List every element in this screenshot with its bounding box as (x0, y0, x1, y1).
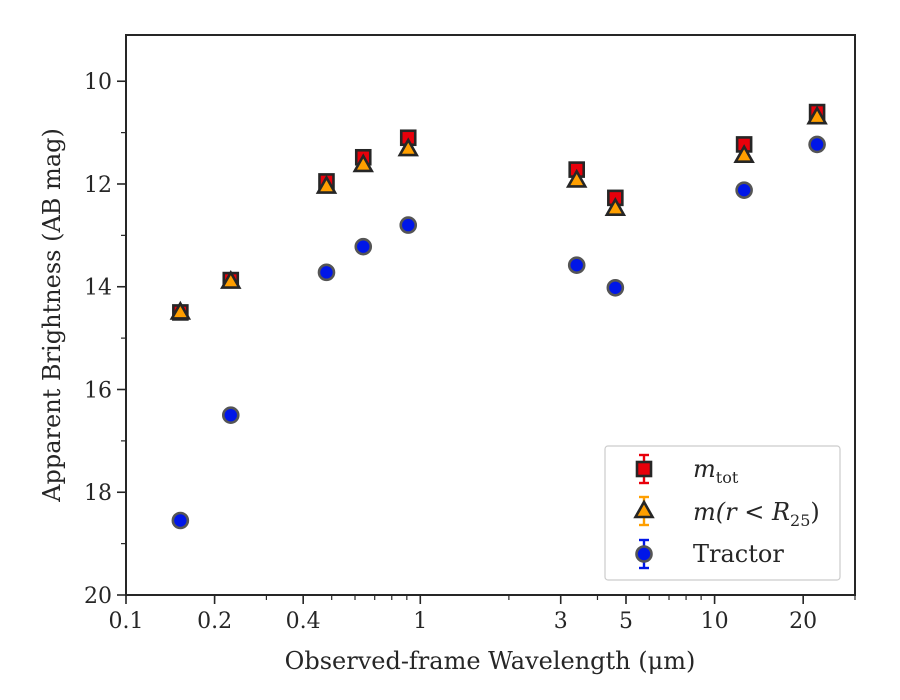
x-axis-label: Observed-frame Wavelength (μm) (285, 647, 696, 675)
triangle-point (604, 197, 627, 216)
y-tick-label: 14 (84, 276, 112, 301)
legend-markers (633, 453, 655, 570)
legend-triangle-marker (633, 499, 655, 519)
circle-point (735, 181, 753, 199)
circle-point (606, 278, 625, 297)
x-axis-ticks: 0.1 0.2 0.4 1 3 5 10 20 (109, 595, 856, 634)
x-tick-label: 20 (789, 609, 817, 634)
data-points (169, 103, 828, 530)
legend-label-mr25: m(r < R25) (693, 498, 820, 530)
legend-box (604, 445, 841, 581)
circle-point (808, 135, 826, 154)
legend: mtot m(r < R25) Tractor (604, 445, 841, 581)
triangle-point (806, 105, 828, 125)
legend-circle-marker (635, 545, 653, 563)
triangle-point (315, 174, 338, 194)
triangle-point (565, 168, 588, 188)
x-tick-label: 3 (554, 609, 568, 634)
y-axis-ticks: 10 12 14 16 18 20 (84, 70, 126, 609)
y-axis-label: Apparent Brightness (AB mag) (38, 128, 66, 503)
triangle-point (397, 137, 419, 157)
triangle-point (352, 153, 374, 173)
triangle-point (220, 269, 242, 289)
y-tick-label: 18 (84, 481, 112, 506)
triangle-point (169, 300, 192, 320)
y-tick-label: 20 (84, 584, 112, 609)
legend-label-tractor: Tractor (693, 540, 784, 568)
x-tick-label: 0.4 (286, 609, 321, 634)
x-tick-label: 1 (413, 609, 427, 634)
legend-square-marker (635, 460, 653, 478)
circle-point (221, 406, 240, 424)
y-tick-label: 12 (84, 173, 112, 198)
x-tick-label: 0.1 (109, 609, 144, 634)
circle-point (317, 263, 336, 282)
circle-point (399, 216, 418, 234)
circle-point (171, 511, 190, 530)
legend-label-mtot: mtot (693, 455, 739, 487)
y-tick-label: 10 (84, 70, 112, 95)
circle-point (567, 256, 586, 274)
circle-point (354, 237, 373, 256)
x-tick-label: 0.2 (197, 609, 232, 634)
triangle-point (733, 144, 755, 164)
x-tick-label: 10 (701, 609, 729, 634)
x-tick-label: 5 (619, 609, 633, 634)
y-tick-label: 16 (84, 378, 112, 403)
